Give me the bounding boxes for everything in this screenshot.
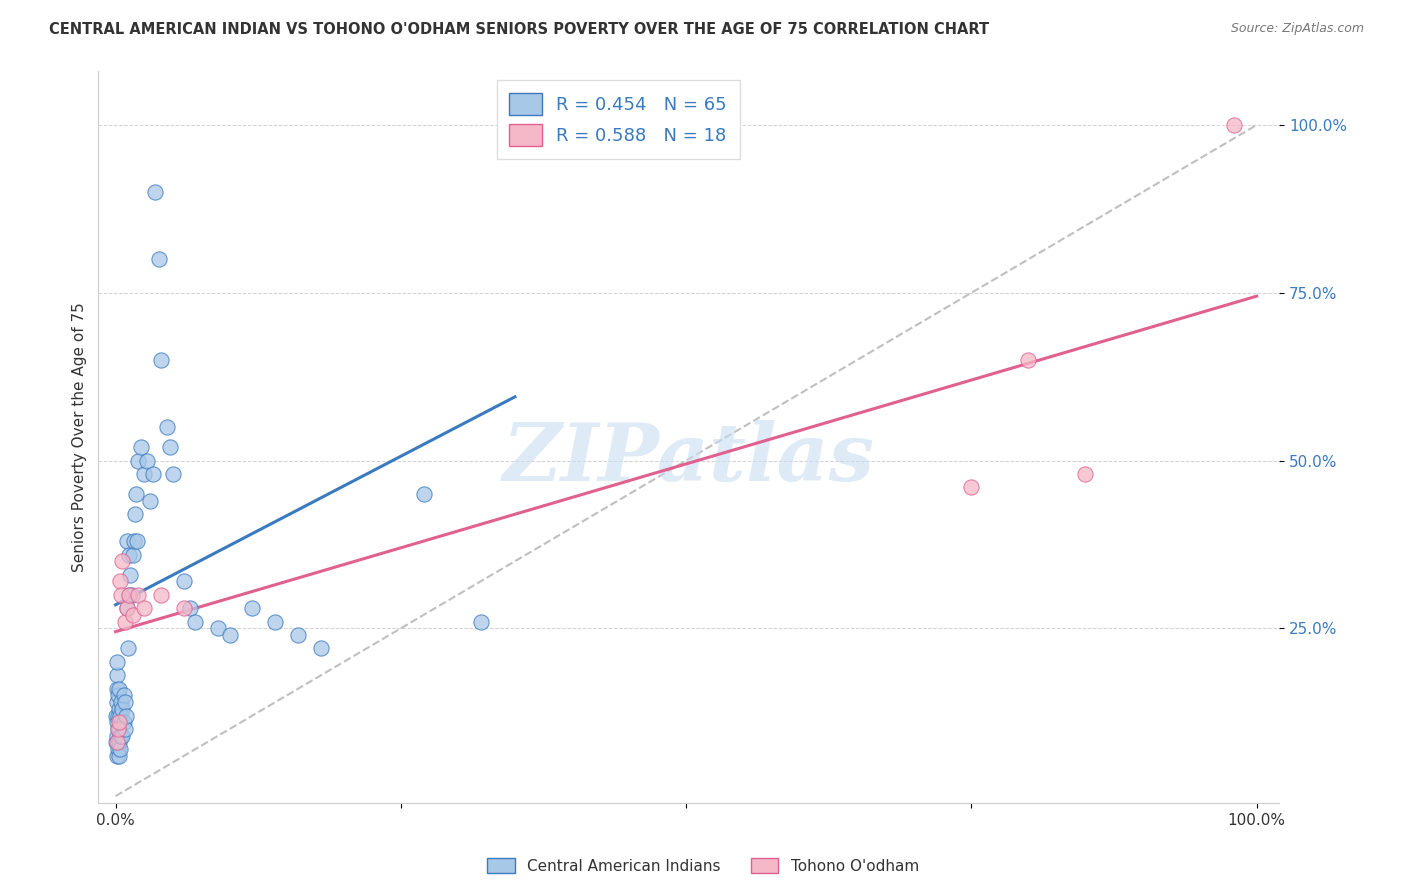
Point	[104, 708, 127, 723]
Point	[114, 722, 136, 736]
Point	[108, 742, 131, 756]
Text: ZIPatlas: ZIPatlas	[503, 420, 875, 498]
Point	[108, 708, 131, 723]
Point	[114, 695, 136, 709]
Point	[115, 534, 138, 549]
Point	[110, 695, 132, 709]
Point	[117, 641, 139, 656]
Point	[132, 467, 155, 481]
Point	[1017, 352, 1039, 367]
Point	[104, 735, 127, 749]
Point	[207, 621, 229, 635]
Point	[127, 588, 149, 602]
Point	[105, 695, 128, 709]
Point	[112, 715, 135, 730]
Point	[132, 601, 155, 615]
Point	[156, 420, 179, 434]
Point	[148, 252, 170, 267]
Point	[121, 588, 143, 602]
Point	[179, 601, 201, 615]
Point	[150, 588, 173, 602]
Point	[127, 453, 149, 467]
Point	[159, 440, 181, 454]
Point	[118, 588, 141, 602]
Point	[118, 588, 141, 602]
Point	[264, 615, 287, 629]
Point	[127, 534, 149, 549]
Point	[125, 487, 148, 501]
Point	[105, 735, 128, 749]
Point	[107, 689, 129, 703]
Y-axis label: Seniors Poverty Over the Age of 75: Seniors Poverty Over the Age of 75	[72, 302, 87, 572]
Point	[184, 615, 207, 629]
Point	[139, 493, 162, 508]
Point	[105, 729, 128, 743]
Point	[124, 508, 146, 522]
Point	[105, 715, 128, 730]
Point	[129, 440, 152, 454]
Point	[108, 722, 131, 736]
Point	[173, 601, 195, 615]
Point	[111, 729, 134, 743]
Point	[242, 601, 264, 615]
Point	[960, 480, 983, 494]
Point	[110, 588, 132, 602]
Point	[121, 607, 143, 622]
Point	[110, 729, 132, 743]
Point	[107, 722, 129, 736]
Point	[108, 735, 131, 749]
Point	[115, 601, 138, 615]
Point	[114, 708, 136, 723]
Point	[108, 729, 131, 743]
Point	[115, 601, 138, 615]
Point	[118, 548, 141, 562]
Point	[412, 487, 434, 501]
Point	[111, 702, 134, 716]
Point	[114, 615, 136, 629]
Point	[107, 742, 129, 756]
Point	[120, 567, 142, 582]
Point	[108, 702, 131, 716]
Point	[287, 628, 309, 642]
Point	[470, 615, 492, 629]
Point	[108, 715, 131, 730]
Point	[111, 554, 134, 568]
Point	[145, 185, 167, 199]
Point	[105, 748, 128, 763]
Point	[162, 467, 184, 481]
Point	[122, 534, 145, 549]
Point	[1074, 467, 1097, 481]
Point	[108, 574, 131, 589]
Point	[105, 668, 128, 682]
Point	[309, 641, 332, 656]
Point	[107, 722, 129, 736]
Point	[1223, 118, 1246, 132]
Point	[105, 655, 128, 669]
Point	[112, 689, 135, 703]
Point	[107, 708, 129, 723]
Point	[121, 548, 143, 562]
Legend: Central American Indians, Tohono O'odham: Central American Indians, Tohono O'odham	[481, 852, 925, 880]
Point	[108, 681, 131, 696]
Point	[105, 681, 128, 696]
Text: CENTRAL AMERICAN INDIAN VS TOHONO O'ODHAM SENIORS POVERTY OVER THE AGE OF 75 COR: CENTRAL AMERICAN INDIAN VS TOHONO O'ODHA…	[49, 22, 990, 37]
Point	[150, 352, 173, 367]
Point	[218, 628, 240, 642]
Point	[136, 453, 159, 467]
Text: Source: ZipAtlas.com: Source: ZipAtlas.com	[1230, 22, 1364, 36]
Point	[173, 574, 195, 589]
Legend: R = 0.454   N = 65, R = 0.588   N = 18: R = 0.454 N = 65, R = 0.588 N = 18	[496, 80, 740, 159]
Point	[108, 748, 131, 763]
Point	[142, 467, 165, 481]
